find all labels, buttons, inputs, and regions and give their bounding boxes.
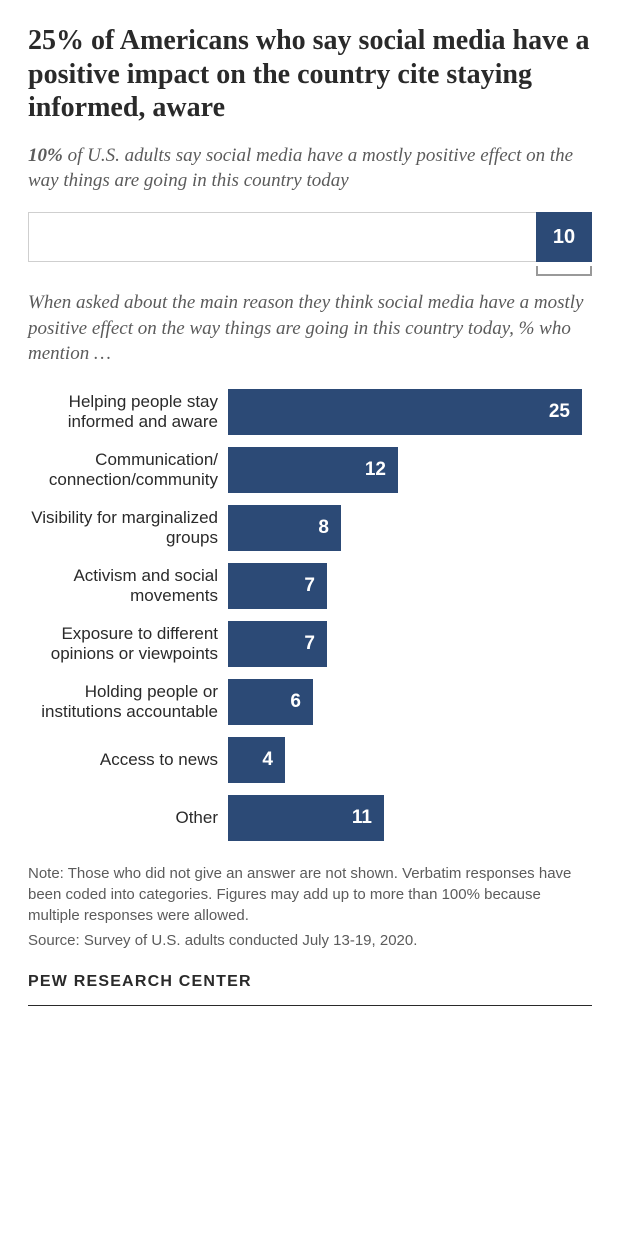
chart-prompt: When asked about the main reason they th…: [28, 290, 592, 367]
top-bar-wrap: 10: [28, 212, 592, 262]
bar-row: Communication/connection/community 12: [28, 447, 592, 493]
bar-cell: 4: [228, 737, 592, 783]
bar-value: 12: [365, 459, 386, 481]
bar-label: Communication/connection/community: [28, 450, 228, 491]
bar: 8: [228, 505, 341, 551]
top-bar-fill: 10: [536, 212, 592, 262]
bar-label: Holding people or institutions accountab…: [28, 682, 228, 723]
bar: 4: [228, 737, 285, 783]
bar: 11: [228, 795, 384, 841]
bar-value: 8: [318, 517, 329, 539]
bar-cell: 8: [228, 505, 592, 551]
bar-cell: 7: [228, 621, 592, 667]
bar-value: 6: [290, 691, 301, 713]
top-bar-frame: [28, 212, 592, 262]
top-bar-bracket: [536, 266, 592, 276]
bar-row: Exposure to different opinions or viewpo…: [28, 621, 592, 667]
bar-cell: 7: [228, 563, 592, 609]
bar-cell: 12: [228, 447, 592, 493]
subhead: 10% of U.S. adults say social media have…: [28, 143, 592, 194]
bar-label: Helping people stay informed and aware: [28, 392, 228, 433]
bar-label: Activism and social movements: [28, 566, 228, 607]
top-bar-value: 10: [553, 226, 575, 249]
bar-label: Exposure to different opinions or viewpo…: [28, 624, 228, 665]
brand: PEW RESEARCH CENTER: [28, 973, 592, 991]
bar-row: Access to news 4: [28, 737, 592, 783]
bar-value: 25: [549, 401, 570, 423]
headline: 25% of Americans who say social media ha…: [28, 24, 592, 125]
bar-value: 7: [304, 633, 315, 655]
footnote: Note: Those who did not give an answer a…: [28, 863, 592, 926]
bar: 7: [228, 563, 327, 609]
bar: 7: [228, 621, 327, 667]
bar-value: 11: [352, 807, 372, 829]
bar: 12: [228, 447, 398, 493]
bar-row: Other 11: [28, 795, 592, 841]
bar-row: Helping people stay informed and aware 25: [28, 389, 592, 435]
subhead-rest: of U.S. adults say social media have a m…: [28, 145, 573, 192]
bar-value: 7: [304, 575, 315, 597]
bar: 6: [228, 679, 313, 725]
bar-value: 4: [262, 749, 273, 771]
bar-cell: 25: [228, 389, 592, 435]
bottom-rule: [28, 1005, 592, 1006]
bar-label: Visibility for marginalized groups: [28, 508, 228, 549]
bar-chart: Helping people stay informed and aware 25…: [28, 389, 592, 841]
bar-cell: 11: [228, 795, 592, 841]
subhead-emphasis: 10%: [28, 145, 63, 166]
bar-label: Access to news: [28, 750, 228, 770]
bar: 25: [228, 389, 582, 435]
bar-row: Visibility for marginalized groups 8: [28, 505, 592, 551]
bar-row: Holding people or institutions accountab…: [28, 679, 592, 725]
source-line: Source: Survey of U.S. adults conducted …: [28, 930, 592, 951]
bar-cell: 6: [228, 679, 592, 725]
bar-row: Activism and social movements 7: [28, 563, 592, 609]
bar-label: Other: [28, 808, 228, 828]
